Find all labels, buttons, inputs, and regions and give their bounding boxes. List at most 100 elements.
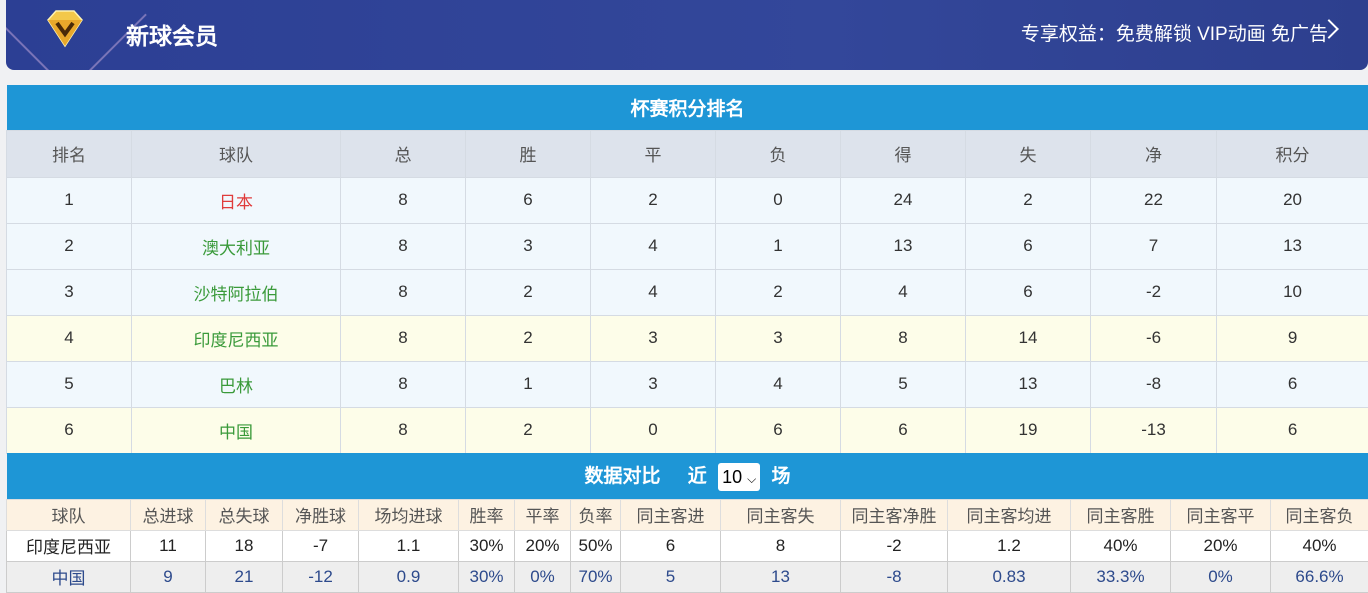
table-cell: 4	[716, 361, 841, 407]
table-cell: 40%	[1071, 530, 1171, 561]
column-header: 同主客均进	[948, 499, 1071, 530]
table-cell: 6	[966, 223, 1091, 269]
table-cell: 6	[1217, 361, 1368, 407]
table-cell: 4	[591, 223, 716, 269]
table-cell: 13	[841, 223, 966, 269]
column-header: 平	[591, 130, 716, 177]
table-cell: 4	[7, 315, 132, 361]
team-name: 印度尼西亚	[7, 530, 131, 561]
table-cell: 5	[7, 361, 132, 407]
table-cell: 0%	[1171, 561, 1271, 592]
team-link[interactable]: 澳大利亚	[132, 223, 341, 269]
compare-title: 数据对比	[584, 466, 660, 487]
vip-banner[interactable]: 新球会员 专享权益：免费解锁 VIP动画 免广告	[6, 0, 1368, 70]
table-cell: -7	[283, 530, 359, 561]
table-cell: 1	[716, 223, 841, 269]
table-cell: 9	[1217, 315, 1368, 361]
column-header: 同主客进	[621, 499, 721, 530]
vip-diamond-icon	[42, 6, 88, 52]
table-cell: 6	[466, 177, 591, 223]
table-cell: 8	[341, 223, 466, 269]
team-name: 中国	[7, 561, 131, 592]
table-cell: 8	[341, 361, 466, 407]
team-link[interactable]: 中国	[132, 407, 341, 453]
table-cell: 13	[1217, 223, 1368, 269]
table-cell: 0.9	[359, 561, 459, 592]
column-header: 同主客净胜	[841, 499, 948, 530]
table-cell: 6	[7, 407, 132, 453]
table-cell: 22	[1091, 177, 1217, 223]
recent-suffix: 场	[772, 466, 791, 487]
recent-games-select[interactable]: 10 ⌵	[718, 463, 760, 491]
table-cell: 30%	[459, 530, 515, 561]
team-link[interactable]: 沙特阿拉伯	[132, 269, 341, 315]
table-cell: 11	[131, 530, 206, 561]
table-cell: 21	[206, 561, 283, 592]
table-cell: 0%	[515, 561, 571, 592]
table-cell: 1.1	[359, 530, 459, 561]
column-header: 得	[841, 130, 966, 177]
column-header: 平率	[515, 499, 571, 530]
table-cell: 8	[341, 269, 466, 315]
table-cell: 40%	[1271, 530, 1368, 561]
team-link[interactable]: 印度尼西亚	[132, 315, 341, 361]
table-cell: 8	[721, 530, 841, 561]
table-cell: 2	[966, 177, 1091, 223]
table-cell: 1.2	[948, 530, 1071, 561]
table-cell: 2	[466, 269, 591, 315]
table-cell: 20%	[1171, 530, 1271, 561]
team-link[interactable]: 巴林	[132, 361, 341, 407]
table-cell: 5	[841, 361, 966, 407]
table-cell: 0	[716, 177, 841, 223]
table-cell: 2	[716, 269, 841, 315]
table-cell: 2	[466, 407, 591, 453]
column-header: 场均进球	[359, 499, 459, 530]
table-cell: 66.6%	[1271, 561, 1368, 592]
compare-title-bar: 数据对比 近 10 ⌵ 场	[7, 453, 1368, 499]
column-header: 净胜球	[283, 499, 359, 530]
column-header: 负	[716, 130, 841, 177]
table-cell: 7	[1091, 223, 1217, 269]
table-cell: -13	[1091, 407, 1217, 453]
table-cell: 6	[621, 530, 721, 561]
column-header: 同主客平	[1171, 499, 1271, 530]
table-cell: 8	[341, 407, 466, 453]
column-header: 同主客失	[721, 499, 841, 530]
table-cell: 4	[841, 269, 966, 315]
column-header: 负率	[571, 499, 621, 530]
table-cell: 8	[841, 315, 966, 361]
banner-benefits-link[interactable]: 专享权益：免费解锁 VIP动画 免广告	[1021, 19, 1328, 46]
table-cell: 6	[1217, 407, 1368, 453]
column-header: 胜	[466, 130, 591, 177]
table-cell: 3	[716, 315, 841, 361]
table-cell: 8	[341, 177, 466, 223]
column-header: 排名	[7, 130, 132, 177]
column-header: 总	[341, 130, 466, 177]
recent-games-value: 10	[722, 467, 742, 487]
table-cell: 3	[7, 269, 132, 315]
table-cell: 6	[716, 407, 841, 453]
table-cell: 9	[131, 561, 206, 592]
banner-title: 新球会员	[126, 17, 218, 51]
table-cell: -6	[1091, 315, 1217, 361]
recent-label: 近	[688, 466, 707, 487]
table-cell: 4	[591, 269, 716, 315]
table-cell: 18	[206, 530, 283, 561]
table-cell: -2	[1091, 269, 1217, 315]
table-cell: 33.3%	[1071, 561, 1171, 592]
table-cell: 3	[591, 361, 716, 407]
column-header: 净	[1091, 130, 1217, 177]
table-cell: -2	[841, 530, 948, 561]
team-link[interactable]: 日本	[132, 177, 341, 223]
table-cell: 30%	[459, 561, 515, 592]
table-cell: -12	[283, 561, 359, 592]
table-cell: 19	[966, 407, 1091, 453]
table-cell: 6	[966, 269, 1091, 315]
